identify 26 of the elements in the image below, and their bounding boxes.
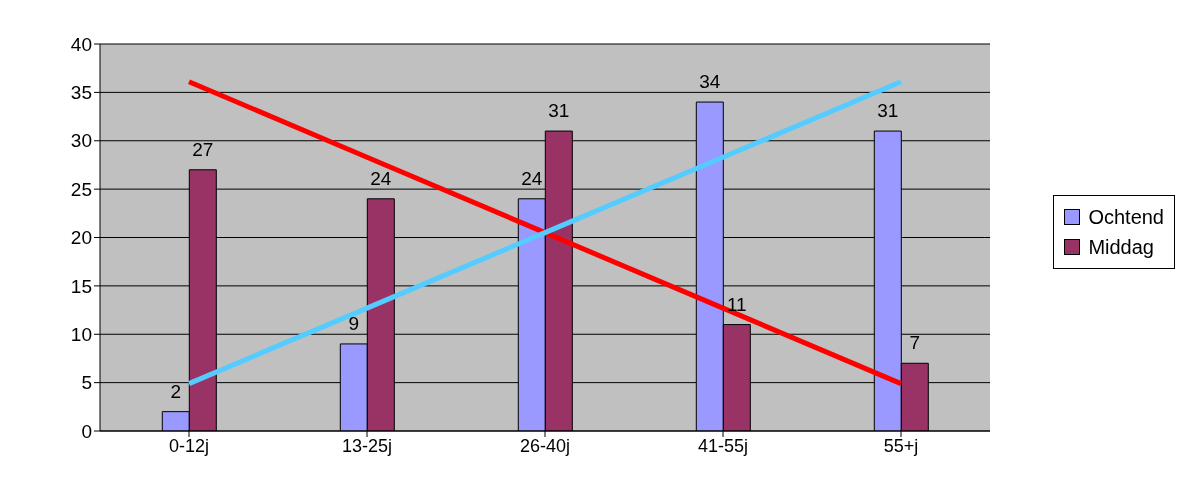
y-tick-label: 35 <box>70 82 92 104</box>
data-label: 24 <box>521 167 543 189</box>
y-tick-label: 10 <box>70 323 92 345</box>
y-tick-label: 25 <box>70 178 92 200</box>
y-tick-label: 5 <box>81 372 92 394</box>
y-tick-label: 30 <box>70 130 92 152</box>
y-tick-label: 40 <box>70 33 92 55</box>
x-tick-label: 55+j <box>883 435 919 456</box>
data-label: 2 <box>170 380 182 402</box>
legend-label: Ochtend <box>1088 205 1164 230</box>
x-tick-label: 13-25j <box>341 435 393 456</box>
data-label: 11 <box>726 293 747 315</box>
data-label: 7 <box>909 332 921 354</box>
data-label: 34 <box>699 71 721 93</box>
data-label: 9 <box>348 312 360 334</box>
y-tick-label: 20 <box>70 227 92 249</box>
legend-label: Middag <box>1088 235 1154 260</box>
data-label: 24 <box>370 167 392 189</box>
y-tick-label: 15 <box>70 275 92 297</box>
data-label: 31 <box>548 100 570 122</box>
data-label: 27 <box>192 138 214 160</box>
x-tick-label: 0-12j <box>168 435 210 456</box>
data-label: 31 <box>877 100 899 122</box>
x-tick-label: 41-55j <box>697 435 749 456</box>
y-tick-label: 0 <box>81 420 92 442</box>
x-tick-label: 26-40j <box>519 435 571 456</box>
